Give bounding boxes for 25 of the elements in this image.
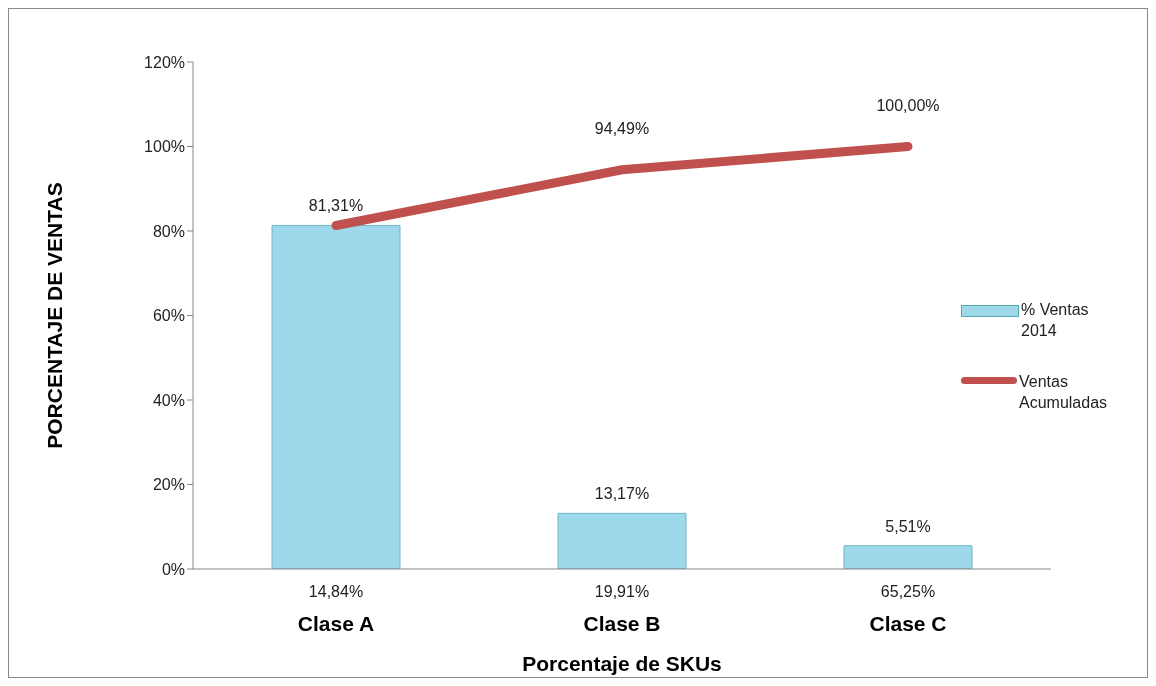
legend-label: % Ventas 2014 (1021, 300, 1090, 341)
y-tick-label: 120% (144, 53, 185, 71)
bar (557, 512, 687, 569)
y-tick-label: 60% (152, 307, 185, 325)
x-tick-label: Clase B (583, 612, 661, 635)
data-label: 81,31% (308, 197, 364, 215)
text: 19,91% (594, 583, 650, 600)
x-tick-label: Clase C (869, 612, 947, 635)
data-label: 5,51% (885, 517, 931, 535)
data-label: 13,17% (594, 485, 650, 503)
text: 14,84% (308, 583, 364, 600)
text: 65,25% (880, 583, 936, 600)
data-label: 100,00% (876, 96, 940, 114)
y-tick-label: 20% (152, 476, 185, 494)
legend-label: Ventas Acumuladas (1019, 372, 1109, 413)
x-axis-title: Porcentaje de SKUs (522, 652, 722, 675)
y-tick-label: 0% (161, 560, 185, 578)
y-tick-label: 100% (144, 138, 185, 156)
y-tick-label: 80% (152, 222, 185, 240)
y-tick-label: 40% (152, 391, 185, 409)
y-axis-title: PORCENTAJE DE VENTAS (43, 182, 67, 449)
x-tick-label: Clase A (297, 612, 375, 635)
data-label: 94,49% (594, 119, 650, 137)
bar (271, 224, 401, 569)
bar (843, 545, 973, 569)
